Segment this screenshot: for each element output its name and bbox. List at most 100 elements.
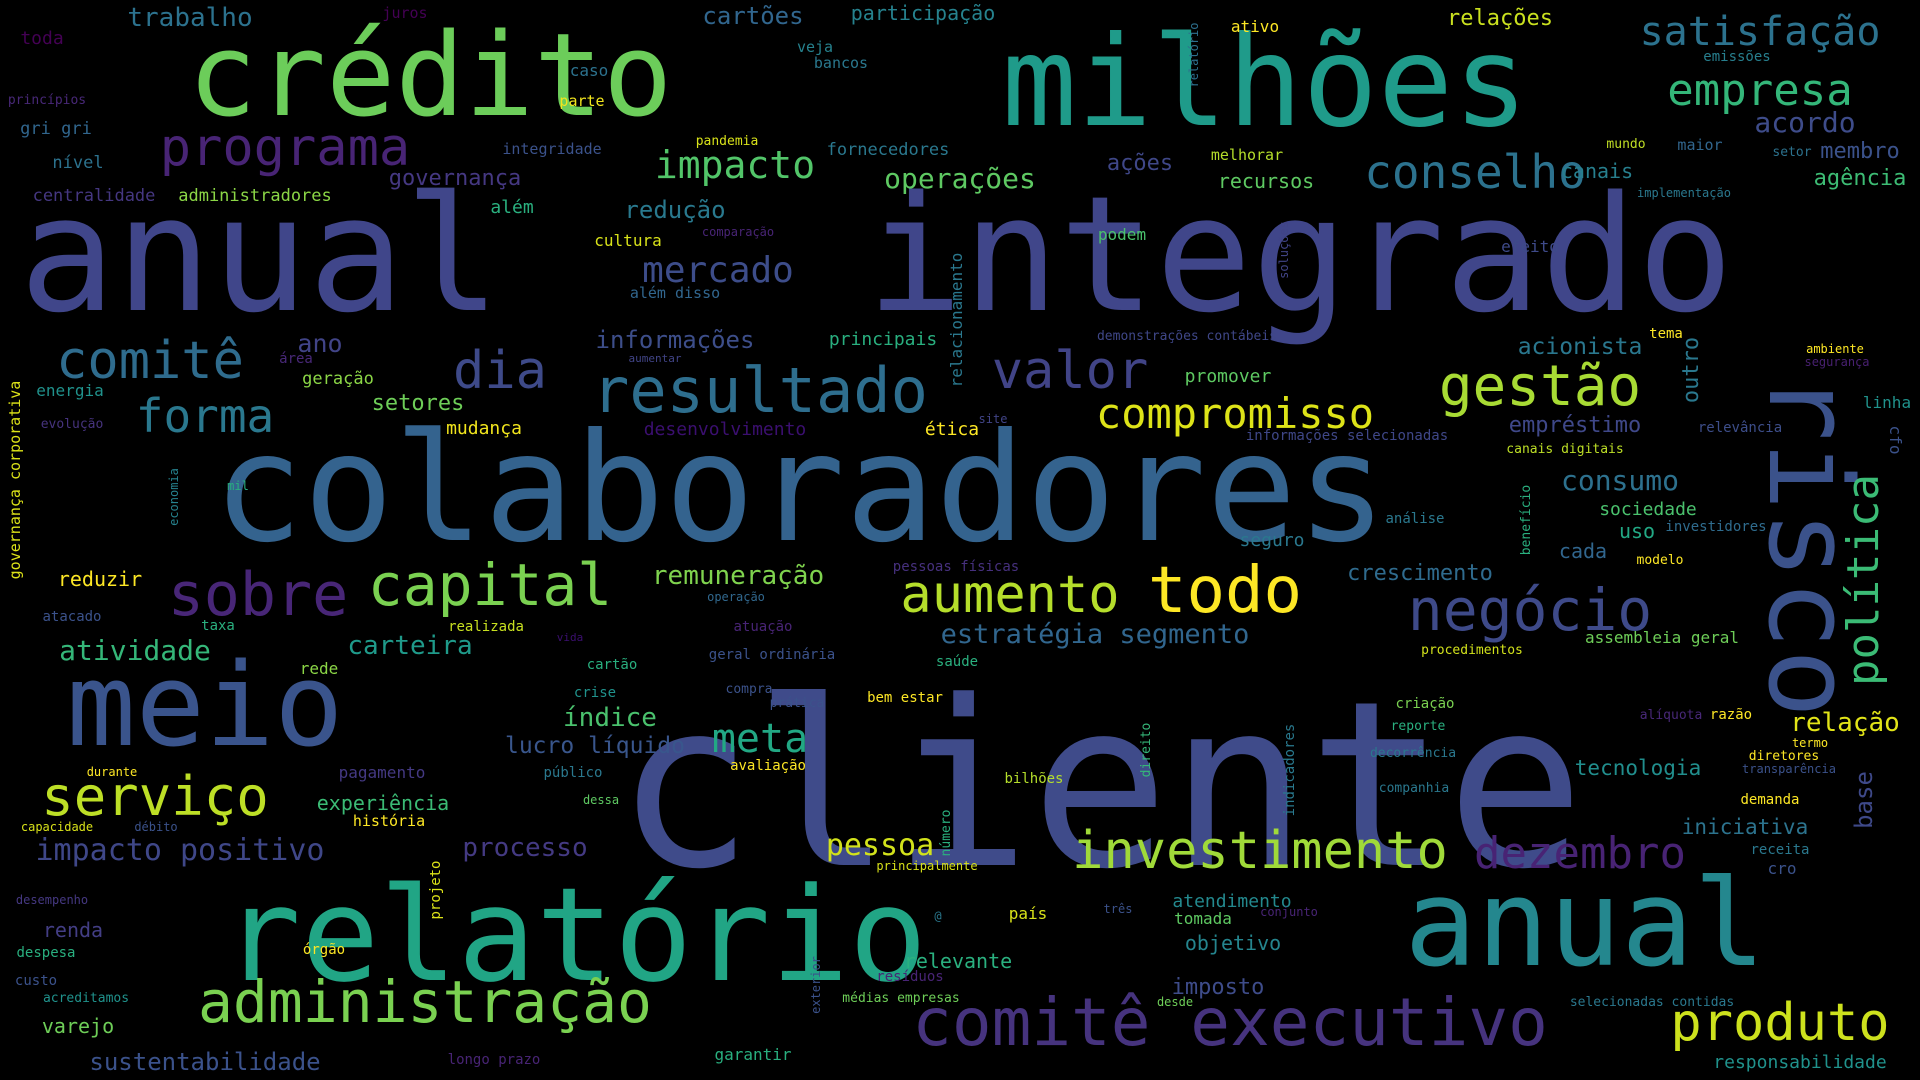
cloud-word: compromisso <box>1096 389 1374 438</box>
cloud-word: integrado <box>867 161 1734 348</box>
cloud-word: acreditamos <box>43 991 129 1006</box>
cloud-word: indicadores <box>1282 724 1298 817</box>
cloud-word: benefício <box>1519 485 1534 555</box>
cloud-word: maior <box>1677 136 1722 154</box>
cloud-word: economia <box>167 468 181 526</box>
cloud-word: mundo <box>1606 137 1645 152</box>
cloud-word: relevância <box>1698 420 1782 436</box>
cloud-word: criação <box>1395 696 1454 712</box>
cloud-word: podem <box>1098 225 1146 244</box>
cloud-word: cultura <box>594 231 661 250</box>
cloud-word: bilhões <box>1004 771 1063 787</box>
cloud-word: cartão <box>587 657 638 673</box>
cloud-word: garantir <box>714 1045 791 1064</box>
cloud-word: programa <box>160 118 410 178</box>
cloud-word: alíquota <box>1640 708 1703 723</box>
cloud-word: objetivo <box>1185 931 1281 955</box>
cloud-word: caso <box>570 61 609 80</box>
cloud-word: história <box>353 812 425 830</box>
cloud-word: carteira <box>347 631 472 661</box>
cloud-word: cliente <box>615 653 1584 920</box>
cloud-word: dezembro <box>1474 828 1686 879</box>
cloud-word: forma <box>136 389 274 443</box>
cloud-word: aumentar <box>629 352 682 365</box>
cloud-word: uso <box>1619 519 1655 543</box>
cloud-word: empresa <box>1667 65 1852 116</box>
cloud-word: melhorar <box>1211 146 1283 164</box>
cloud-word: milhões <box>1002 10 1529 155</box>
cloud-word: todo <box>1148 554 1302 628</box>
cloud-word: crédito <box>188 9 673 143</box>
cloud-word: experiência <box>317 791 449 815</box>
cloud-word: site <box>979 412 1008 426</box>
cloud-word: conjunto <box>1260 905 1318 919</box>
cloud-word: meta <box>712 716 808 762</box>
cloud-word: renda <box>43 918 103 942</box>
cloud-word: decorrência <box>1370 746 1456 761</box>
cloud-word: promover <box>1185 366 1272 387</box>
cloud-word: realizada <box>448 619 524 635</box>
cloud-word: demonstrações contábeis <box>1097 329 1277 344</box>
cloud-word: linha <box>1863 393 1911 412</box>
cloud-word: transparência <box>1742 762 1836 776</box>
cloud-word: impacto positivo <box>36 833 325 868</box>
cloud-word: comitê executivo <box>912 984 1548 1061</box>
cloud-word: modelo <box>1637 553 1684 568</box>
cloud-word: mil <box>227 479 249 493</box>
cloud-word: geral ordinária <box>709 647 835 663</box>
cloud-word: análise <box>1385 511 1444 527</box>
cloud-word: gestão <box>1439 354 1641 419</box>
cloud-word: sustentabilidade <box>89 1048 320 1076</box>
cloud-word: meio <box>67 639 344 773</box>
cloud-word: exterior <box>809 956 823 1014</box>
cloud-word: governança corporativa <box>6 381 24 580</box>
cloud-word: capital <box>368 551 612 619</box>
cloud-word: reporte <box>1391 719 1446 734</box>
cloud-word: veja <box>797 38 833 56</box>
cloud-word: setores <box>372 391 465 416</box>
cloud-word: governança <box>389 166 521 191</box>
cloud-word: energia <box>36 381 103 400</box>
cloud-word: parte <box>559 92 604 110</box>
cloud-word: ambiente <box>1806 342 1864 356</box>
cloud-word: geração <box>302 369 374 389</box>
cloud-word: satisfação <box>1640 9 1881 55</box>
cloud-word: três <box>1104 902 1133 916</box>
cloud-word: diretores <box>1749 749 1819 764</box>
cloud-word: resultado <box>592 354 928 427</box>
cloud-word: reduzir <box>58 567 142 591</box>
cloud-word: ações <box>1107 151 1173 176</box>
cloud-word: setor <box>1772 145 1811 160</box>
cloud-word: projeto <box>428 860 444 919</box>
cloud-word: administração <box>198 968 652 1036</box>
cloud-word: cada <box>1559 539 1607 563</box>
cloud-word: bem estar <box>867 690 943 706</box>
cloud-word: companhia <box>1379 781 1449 796</box>
cloud-word: crescimento <box>1347 561 1493 586</box>
cloud-word: relatório <box>1187 22 1201 87</box>
cloud-word: avaliação <box>730 758 806 774</box>
cloud-word: custo <box>15 973 57 989</box>
cloud-word: comitê <box>56 331 244 391</box>
cloud-word: demanda <box>1740 792 1799 808</box>
cloud-word: tema <box>1649 326 1683 342</box>
cloud-word: capacidade <box>21 820 93 834</box>
cloud-word: receita <box>1750 842 1809 858</box>
cloud-word: desde <box>1157 995 1193 1009</box>
cloud-word: investidores <box>1665 519 1766 535</box>
cloud-word: soluções <box>1277 221 1291 279</box>
cloud-word: política <box>1838 474 1889 686</box>
cloud-word: atendimento <box>1172 891 1291 912</box>
cloud-word: estratégia segmento <box>941 619 1250 650</box>
cloud-word: pagamento <box>339 763 426 782</box>
cloud-word: trabalho <box>127 3 252 33</box>
cloud-word: comparação <box>702 225 774 239</box>
cloud-word: toda <box>20 28 63 49</box>
cloud-word: evolução <box>41 417 104 432</box>
cloud-word: emissões <box>1703 49 1770 65</box>
cloud-word: responsabilidade <box>1713 1052 1886 1073</box>
cloud-word: operação <box>707 590 765 604</box>
cloud-word: princípios <box>8 93 86 108</box>
cloud-word: razão <box>1710 707 1752 723</box>
cloud-word: pessoa <box>826 828 934 863</box>
